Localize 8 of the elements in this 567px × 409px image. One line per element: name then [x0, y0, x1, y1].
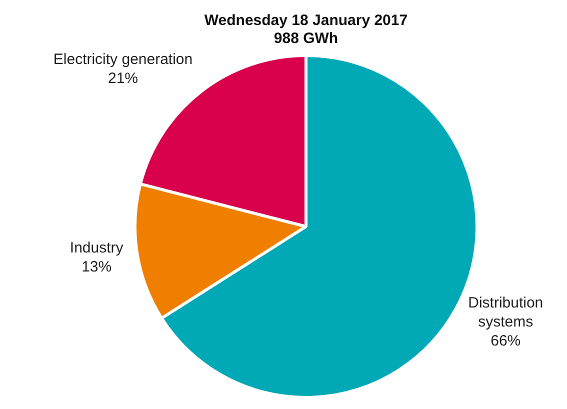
slice-label: Electricity generation: [53, 50, 193, 68]
data-label: 21%: [108, 70, 138, 87]
chart-subtitle: 988 GWh: [274, 30, 338, 48]
slice-label: Distribution systems: [468, 294, 544, 331]
data-label: 66%: [490, 332, 521, 350]
data-label: 13%: [82, 258, 112, 276]
slice-label: Industry: [70, 239, 124, 256]
chart-title: Wednesday 18 January 2017: [204, 12, 408, 30]
